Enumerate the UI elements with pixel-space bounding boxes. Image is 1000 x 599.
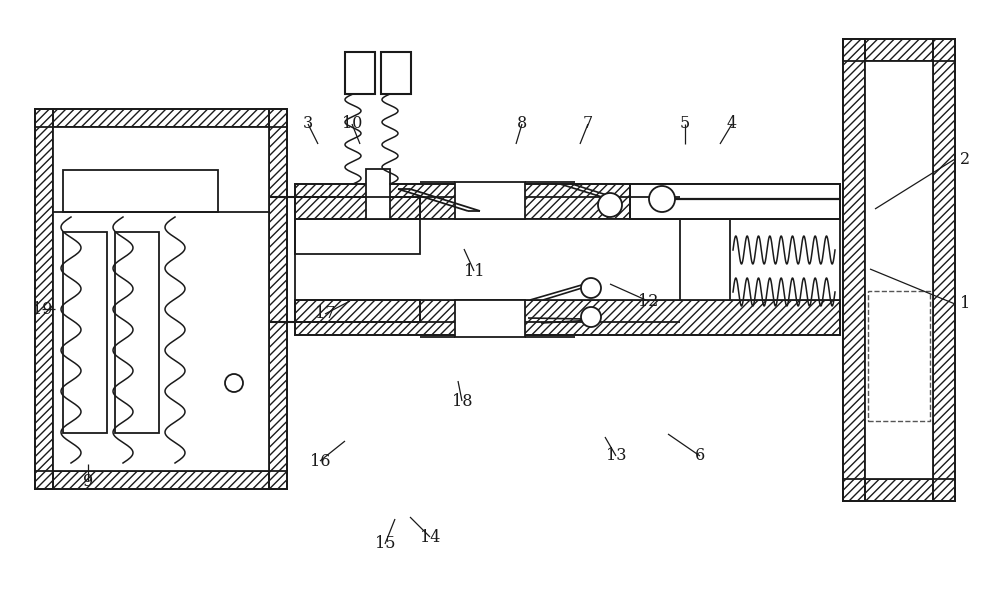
Text: 4: 4 [727,116,737,132]
Bar [269,109,287,489]
Bar [295,184,840,219]
Bar [455,182,525,219]
Bar [843,39,865,501]
Bar [35,471,287,489]
Bar [366,169,390,219]
Text: 11: 11 [464,262,484,280]
Text: 2: 2 [960,150,970,168]
Bar [35,471,287,489]
Bar [295,197,420,219]
Circle shape [649,186,675,212]
Text: 12: 12 [638,292,658,310]
Bar [843,39,955,61]
Text: 5: 5 [680,116,690,132]
Bar [35,109,53,489]
Bar [933,39,955,501]
Bar [295,300,840,335]
Bar [630,184,840,219]
Circle shape [598,193,622,217]
Text: 17: 17 [315,305,335,322]
Text: 3: 3 [303,116,313,132]
Bar [35,109,287,127]
Text: 13: 13 [606,447,626,464]
Bar [843,39,865,501]
Bar [295,300,840,335]
Bar [295,219,840,300]
Bar [35,109,53,489]
Bar [455,300,525,337]
Text: 6: 6 [695,447,705,464]
Text: 18: 18 [452,392,472,410]
Bar [630,184,840,219]
Text: 7: 7 [583,116,593,132]
Bar [843,39,955,61]
Circle shape [581,307,601,327]
Bar [295,300,420,322]
Text: 14: 14 [420,528,440,546]
Bar [269,109,287,489]
Bar [53,127,269,471]
Bar [63,232,107,433]
Bar [865,61,933,479]
Bar [868,291,930,421]
Bar [295,219,420,254]
Text: 8: 8 [517,116,527,132]
Circle shape [581,278,601,298]
Bar [381,52,411,94]
Bar [63,170,218,212]
Bar [630,184,840,219]
Text: 15: 15 [375,536,395,552]
Bar [843,479,955,501]
Text: 10: 10 [342,116,362,132]
Text: 9: 9 [83,473,93,489]
Bar [295,197,420,219]
Bar [295,219,420,254]
Text: 19: 19 [32,301,52,317]
Circle shape [225,374,243,392]
Text: 1: 1 [960,295,970,313]
Bar [295,184,840,219]
Bar [933,39,955,501]
Text: 16: 16 [310,452,330,470]
Bar [295,300,420,322]
Bar [115,232,159,433]
Bar [843,479,955,501]
Bar [35,109,287,127]
Bar [345,52,375,94]
